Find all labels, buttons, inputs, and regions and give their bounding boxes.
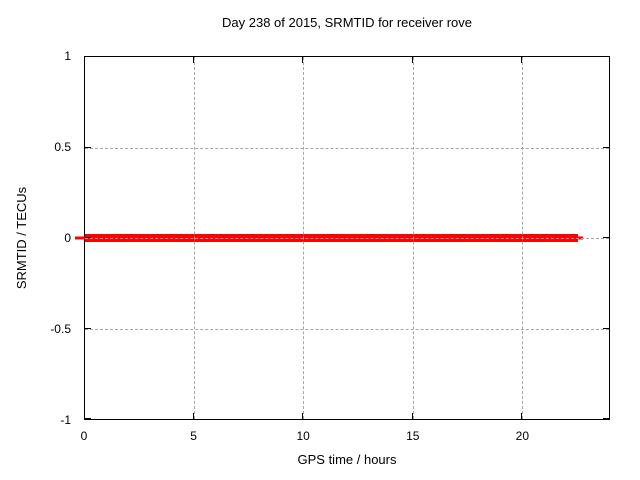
y-tick-mark-left bbox=[85, 418, 91, 419]
y-tick-label: 0 bbox=[64, 231, 71, 245]
x-axis-label: GPS time / hours bbox=[297, 452, 397, 467]
y-tick-mark-right bbox=[603, 237, 609, 238]
x-tick-label: 20 bbox=[515, 429, 529, 443]
y-gridline bbox=[85, 147, 609, 149]
x-tick-mark-top bbox=[411, 57, 413, 63]
y-gridline bbox=[85, 328, 609, 330]
y-tick-mark-right bbox=[603, 56, 609, 57]
y-tick-mark-right bbox=[603, 327, 609, 329]
y-tick-mark-left bbox=[85, 327, 91, 329]
y-tick-mark-left bbox=[85, 56, 91, 57]
y-tick-label: 1 bbox=[64, 49, 71, 63]
x-tick-mark-top bbox=[193, 57, 195, 63]
plot-area bbox=[75, 56, 610, 420]
y-gridline bbox=[85, 238, 609, 239]
x-tick-mark-bottom bbox=[302, 413, 304, 419]
chart-title: Day 238 of 2015, SRMTID for receiver rov… bbox=[222, 15, 472, 30]
y-tick-mark-right bbox=[603, 146, 609, 148]
y-tick-label: -0.5 bbox=[50, 322, 71, 336]
x-tick-mark-top bbox=[84, 57, 85, 63]
x-tick-mark-bottom bbox=[84, 413, 85, 419]
y-tick-label: -1 bbox=[60, 413, 71, 427]
x-tick-mark-top bbox=[520, 57, 522, 63]
x-tick-mark-bottom bbox=[193, 413, 195, 419]
y-tick-mark-left bbox=[85, 146, 91, 148]
x-tick-label: 15 bbox=[406, 429, 420, 443]
x-tick-label: 10 bbox=[296, 429, 310, 443]
y-tick-label: 0.5 bbox=[54, 140, 71, 154]
y-tick-mark-right bbox=[603, 418, 609, 419]
x-tick-label: 0 bbox=[80, 429, 88, 443]
x-tick-label: 5 bbox=[190, 429, 197, 443]
x-tick-mark-bottom bbox=[520, 413, 522, 419]
x-tick-mark-bottom bbox=[411, 413, 413, 419]
x-tick-mark-top bbox=[302, 57, 304, 63]
y-tick-mark-left bbox=[85, 237, 91, 238]
